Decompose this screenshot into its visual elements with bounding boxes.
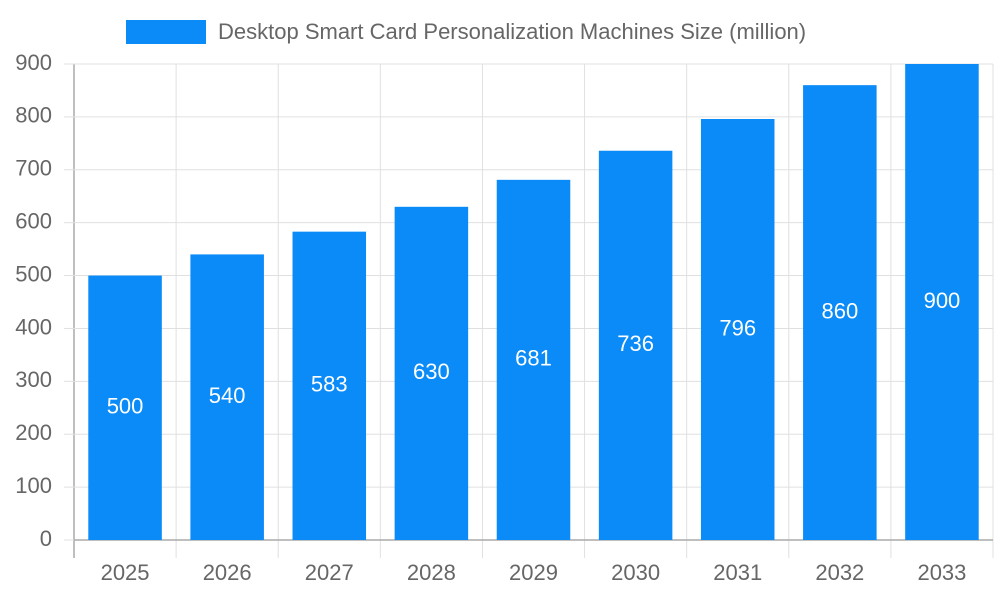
data-label: 500 xyxy=(107,394,144,419)
y-tick-label: 200 xyxy=(15,420,52,445)
bar xyxy=(803,85,877,541)
y-tick-label: 400 xyxy=(15,314,52,339)
y-tick-label: 0 xyxy=(40,526,52,551)
data-label: 540 xyxy=(209,383,246,408)
y-tick-label: 100 xyxy=(15,473,52,498)
y-tick-label: 600 xyxy=(15,208,52,233)
bar xyxy=(292,231,367,540)
legend-label: Desktop Smart Card Personalization Machi… xyxy=(218,19,806,44)
legend-swatch xyxy=(126,20,206,44)
y-tick-label: 500 xyxy=(15,261,52,286)
data-label: 630 xyxy=(413,359,450,384)
x-tick-label: 2029 xyxy=(509,560,558,585)
x-tick-label: 2027 xyxy=(305,560,354,585)
bar xyxy=(496,179,571,540)
data-label: 796 xyxy=(719,315,756,340)
data-label: 736 xyxy=(617,331,654,356)
x-tick-label: 2032 xyxy=(815,560,864,585)
bar xyxy=(905,64,979,540)
x-tick-label: 2033 xyxy=(917,560,966,585)
y-tick-label: 700 xyxy=(15,156,52,181)
data-label: 900 xyxy=(924,288,961,313)
bar xyxy=(190,254,264,540)
bar xyxy=(598,150,673,540)
bar xyxy=(700,119,775,540)
y-tick-label: 900 xyxy=(15,50,52,75)
x-tick-label: 2030 xyxy=(611,560,660,585)
bar xyxy=(88,275,162,540)
x-tick-label: 2031 xyxy=(713,560,762,585)
x-tick-label: 2028 xyxy=(407,560,456,585)
y-tick-label: 800 xyxy=(15,103,52,128)
y-tick-label: 300 xyxy=(15,367,52,392)
data-label: 860 xyxy=(821,298,858,323)
bar xyxy=(394,206,469,541)
data-label: 681 xyxy=(515,346,552,371)
x-tick-label: 2025 xyxy=(101,560,150,585)
x-tick-label: 2026 xyxy=(203,560,252,585)
data-label: 583 xyxy=(311,372,348,397)
